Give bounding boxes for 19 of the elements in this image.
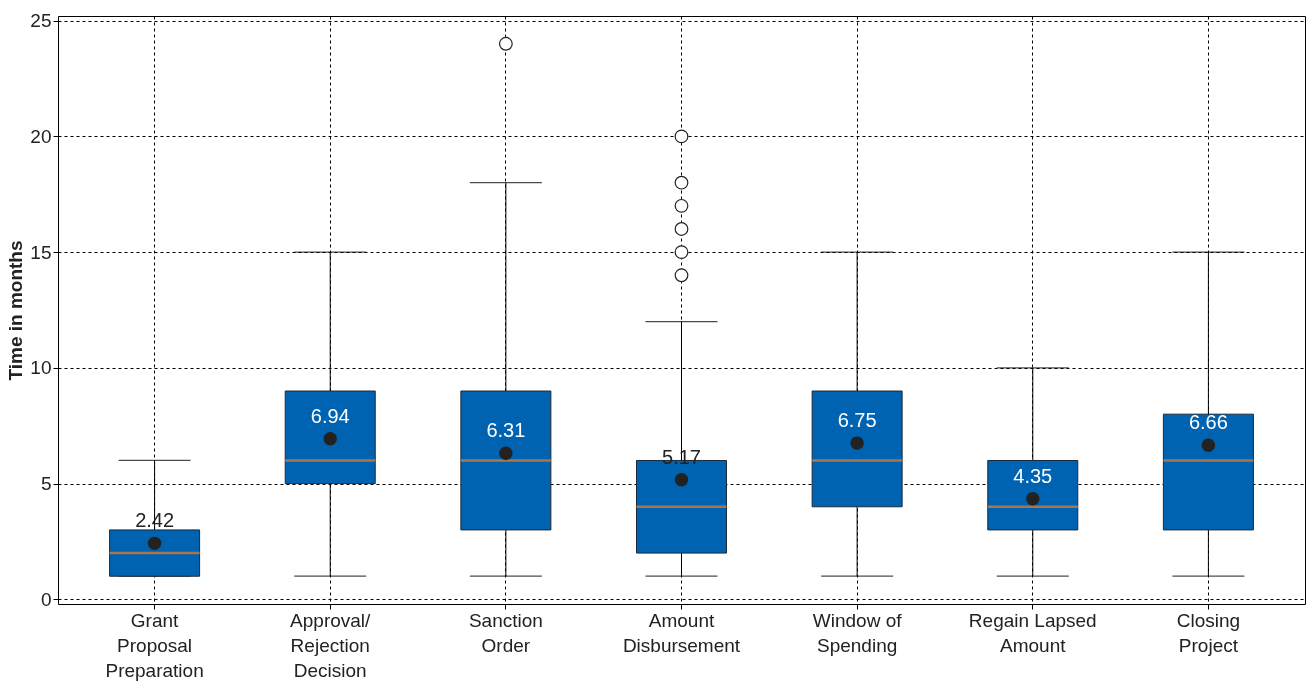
x-tick-label: Closing Project xyxy=(1176,609,1241,656)
annotation: 6.31 xyxy=(486,419,526,442)
annotation: 4.35 xyxy=(1013,464,1053,487)
x-tick-label: Grant Proposal Preparation xyxy=(105,609,204,681)
x-tick-label: Approval/ Rejection Decision xyxy=(290,609,372,681)
annotation: 6.75 xyxy=(837,409,877,432)
x-tick-label: Regain Lapsed Amount xyxy=(968,609,1097,656)
y-tick-label: 20 xyxy=(30,125,52,147)
y-tick-label: 25 xyxy=(30,10,52,32)
x-tick-label: Amount Disbursement xyxy=(622,609,741,656)
x-tick-label: Window of Spending xyxy=(812,609,903,656)
y-tick-label: 15 xyxy=(30,241,52,263)
y-tick-label: 5 xyxy=(40,473,52,495)
annotation: 6.94 xyxy=(310,404,350,427)
y-tick-label: 0 xyxy=(40,588,52,610)
annotation: 6.66 xyxy=(1188,411,1228,434)
x-tick-label: Sanction Order xyxy=(468,609,543,656)
y-tick-label: 10 xyxy=(30,357,52,379)
y-axis-title: Time in months xyxy=(5,240,27,381)
